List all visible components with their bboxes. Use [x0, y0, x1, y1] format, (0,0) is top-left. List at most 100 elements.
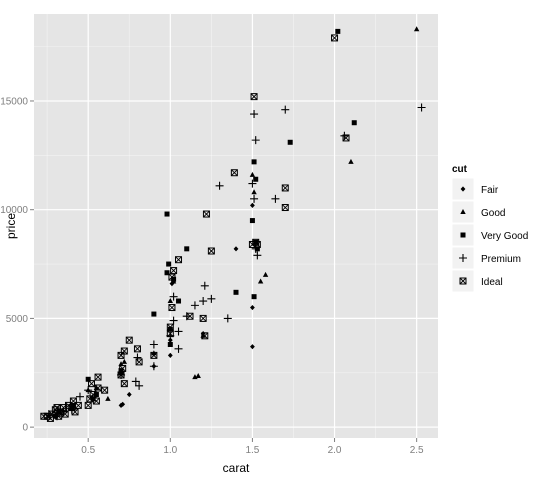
plus-marker — [75, 392, 84, 401]
data-point — [101, 386, 109, 394]
triangle-marker — [167, 298, 174, 304]
triangle-marker — [249, 171, 256, 177]
square-x-outline — [250, 93, 258, 101]
square-x-cross — [121, 347, 128, 355]
plus-marker — [207, 294, 216, 303]
square-x-outline — [87, 380, 95, 388]
data-point — [250, 202, 255, 208]
square-x-outline — [117, 371, 125, 379]
plus-marker — [135, 381, 144, 390]
data-point — [61, 410, 69, 418]
data-point — [281, 204, 289, 212]
data-point — [119, 364, 127, 372]
plus-marker — [200, 281, 209, 290]
legend-label: Good — [481, 208, 505, 219]
series-premium — [44, 103, 426, 421]
plus-marker — [149, 340, 158, 349]
square-x-outline — [150, 351, 158, 359]
triangle-marker — [257, 278, 264, 284]
square-x-outline — [92, 397, 100, 405]
square-x-cross — [94, 384, 102, 392]
plus-marker — [253, 251, 262, 260]
data-point — [164, 270, 170, 276]
data-point — [348, 158, 354, 164]
data-point — [281, 184, 289, 192]
legend-key-fair — [451, 177, 475, 201]
square-x-outline — [84, 401, 92, 409]
data-point — [250, 93, 258, 101]
data-point — [413, 26, 420, 32]
square-x-outline — [281, 184, 289, 192]
data-point — [55, 412, 63, 420]
diamond-marker — [118, 402, 124, 408]
data-point — [167, 337, 173, 343]
plus-marker — [169, 316, 178, 325]
grid-lines — [34, 14, 438, 438]
square-x-cross — [117, 371, 125, 379]
square-x-cross — [281, 184, 289, 192]
data-point — [195, 373, 201, 379]
triangle-marker — [121, 358, 128, 364]
square-x-cross — [119, 365, 127, 372]
square-x-cross — [125, 336, 133, 344]
plus-marker — [281, 105, 290, 114]
square-x-outline — [342, 134, 350, 142]
square-marker — [151, 311, 157, 317]
x-axis-label: carat — [223, 461, 250, 475]
square-x-cross — [84, 402, 92, 409]
square-x-cross — [53, 404, 61, 411]
data-point — [251, 136, 260, 145]
data-point — [86, 395, 94, 403]
square-x-outline — [94, 384, 102, 392]
triangle-marker — [348, 158, 354, 164]
data-point — [135, 381, 144, 390]
data-point — [190, 301, 199, 310]
square-x-cross — [459, 277, 467, 285]
square-x-outline — [201, 332, 209, 340]
square-x-outline — [166, 323, 174, 331]
square-marker — [164, 211, 170, 217]
data-point — [253, 176, 259, 182]
data-point — [131, 377, 140, 386]
data-point — [151, 311, 157, 317]
square-x-cross — [175, 256, 182, 264]
series-good — [85, 26, 420, 401]
data-point — [92, 397, 100, 405]
data-point — [223, 314, 232, 323]
data-point — [250, 304, 255, 311]
square-x-cross — [170, 267, 177, 274]
data-point — [169, 316, 178, 325]
square-x-cross — [150, 352, 158, 359]
plus-marker — [417, 103, 426, 112]
square-x-outline — [61, 410, 69, 418]
square-x-outline — [117, 351, 125, 359]
data-point — [118, 402, 124, 408]
square-x-cross — [94, 373, 102, 381]
square-x-cross — [121, 380, 128, 387]
diamond-marker — [250, 304, 255, 311]
plus-icon — [459, 254, 467, 262]
square-x-outline — [86, 395, 94, 403]
data-point — [167, 352, 173, 358]
square-x-cross — [208, 247, 215, 255]
square-x-cross — [252, 238, 260, 246]
data-point — [120, 380, 128, 388]
data-point — [166, 323, 174, 331]
square-x-cross — [93, 397, 100, 405]
data-point — [60, 404, 68, 412]
square-marker — [251, 159, 257, 165]
data-point — [248, 179, 257, 188]
square-marker — [251, 294, 257, 300]
square-x-outline — [53, 404, 61, 412]
data-point — [105, 395, 111, 401]
data-point — [166, 330, 174, 338]
square-x-outline — [40, 412, 48, 420]
square-x-cross — [70, 397, 77, 405]
data-point — [168, 304, 176, 312]
data-point — [184, 246, 190, 252]
data-point — [168, 273, 176, 281]
data-point — [233, 289, 239, 295]
diamond-marker — [167, 352, 173, 358]
square-x-cross — [89, 391, 97, 398]
